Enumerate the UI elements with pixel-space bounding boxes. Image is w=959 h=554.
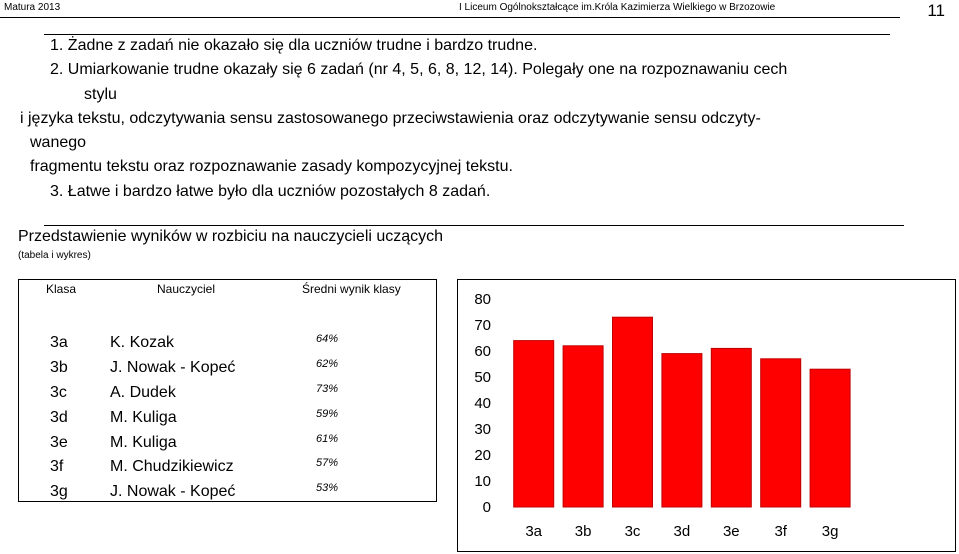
bar-3f <box>760 358 802 508</box>
y-tick-label: 70 <box>474 317 491 334</box>
table-cell-klasa: 3d <box>50 409 68 426</box>
table-cell-wynik: 53% <box>316 482 339 494</box>
table-cell-klasa: 3c <box>50 384 67 401</box>
list-item: 3. Łatwe i bardzo łatwe było dla uczniów… <box>50 182 491 200</box>
table-cell-wynik: 73% <box>316 383 339 395</box>
y-tick-label: 60 <box>474 343 491 360</box>
table-cell-nauczyciel: M. Kuliga <box>110 409 177 426</box>
table-cell-klasa: 3b <box>50 359 68 376</box>
list-item: i języka tekstu, odczytywania sensu zast… <box>20 109 761 127</box>
table-cell-nauczyciel: A. Dudek <box>110 384 176 401</box>
table-cell-wynik: 61% <box>316 433 339 445</box>
table-header-nauczyciel: Nauczyciel <box>157 282 216 296</box>
y-tick-label: 40 <box>474 395 491 412</box>
table-cell-klasa: 3f <box>50 458 64 475</box>
table-cell-klasa: 3a <box>50 334 68 351</box>
x-tick-label: 3g <box>822 523 839 540</box>
page-number: 11 <box>927 1 945 20</box>
chart-frame <box>457 279 956 552</box>
section-subtitle: (tabela i wykres) <box>18 250 91 261</box>
bar-chart: 0 10 20 30 40 50 60 70 80 3a 3b 3c 3d 3e 3f 3g <box>474 291 851 540</box>
x-tick-label: 3b <box>575 523 592 540</box>
x-tick-label: 3d <box>674 523 691 540</box>
header-right-text: I Liceum Ogólnokształcące im.Króla Kazim… <box>459 2 776 13</box>
section-rule <box>44 225 904 226</box>
table-cell-nauczyciel: M. Chudzikiewicz <box>110 458 234 475</box>
x-tick-label: 3a <box>525 523 542 540</box>
table-cell-nauczyciel: J. Nowak - Kopeć <box>110 483 236 500</box>
table-cell-klasa: 3g <box>50 483 68 500</box>
list-item: 2. Umiarkowanie trudne okazały się 6 zad… <box>50 61 788 79</box>
y-tick-label: 80 <box>474 291 491 308</box>
results-table <box>18 279 437 502</box>
bar-3a <box>513 340 555 508</box>
table-cell-nauczyciel: J. Nowak - Kopeć <box>110 359 236 376</box>
x-tick-label: 3c <box>625 523 641 540</box>
table-header-wynik: Średni wynik klasy <box>302 282 401 296</box>
table-cell-wynik: 59% <box>316 408 339 420</box>
table-cell-wynik: 64% <box>316 333 339 345</box>
summary-list: 1. Żadne z zadań nie okazało się dla ucz… <box>18 34 898 204</box>
table-cell-wynik: 62% <box>316 358 339 370</box>
y-tick-label: 20 <box>474 447 491 464</box>
table-cell-wynik: 57% <box>316 457 339 469</box>
top-rule <box>44 34 890 35</box>
list-item: 1. Żadne z zadań nie okazało się dla ucz… <box>50 37 538 54</box>
x-tick-label: 3e <box>723 523 740 540</box>
table-header-klasa: Klasa <box>46 282 77 296</box>
list-item: fragmentu tekstu oraz rozpoznawanie zasa… <box>30 158 513 176</box>
y-tick-label: 0 <box>483 499 491 516</box>
bar-3d <box>661 353 703 508</box>
table-cell-klasa: 3e <box>50 434 68 451</box>
y-tick-label: 10 <box>474 473 491 490</box>
table-cell-nauczyciel: M. Kuliga <box>110 434 177 451</box>
bar-3g <box>809 368 851 508</box>
y-tick-label: 30 <box>474 421 491 438</box>
bar-3c <box>612 316 653 508</box>
header-rule <box>0 17 900 18</box>
list-item: wanego <box>30 134 87 152</box>
table-cell-nauczyciel: K. Kozak <box>110 334 175 351</box>
section-title: Przedstawienie wyników w rozbiciu na nau… <box>18 228 444 245</box>
header-left-text: Matura 2013 <box>4 2 61 13</box>
bar-3e <box>710 347 752 508</box>
y-tick-label: 50 <box>474 369 491 386</box>
bar-3b <box>562 345 604 508</box>
x-tick-label: 3f <box>774 523 787 540</box>
list-item: stylu <box>84 85 117 103</box>
